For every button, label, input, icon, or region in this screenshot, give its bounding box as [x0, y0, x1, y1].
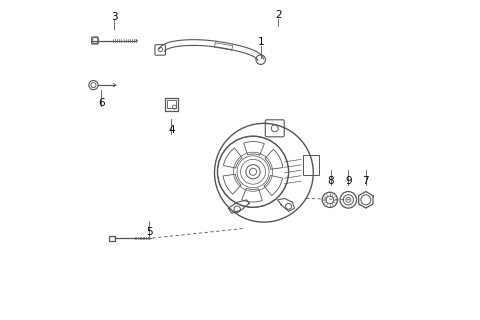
Bar: [168, 100, 176, 108]
Text: 2: 2: [275, 10, 282, 20]
Text: 9: 9: [345, 176, 352, 186]
Text: 4: 4: [168, 125, 175, 135]
Text: 6: 6: [98, 98, 105, 108]
Text: 7: 7: [362, 176, 369, 186]
Bar: [109, 236, 115, 241]
Text: 5: 5: [146, 227, 153, 237]
Text: 3: 3: [111, 12, 118, 22]
Text: 1: 1: [257, 37, 264, 47]
Text: 8: 8: [327, 176, 334, 186]
Bar: [165, 98, 178, 111]
